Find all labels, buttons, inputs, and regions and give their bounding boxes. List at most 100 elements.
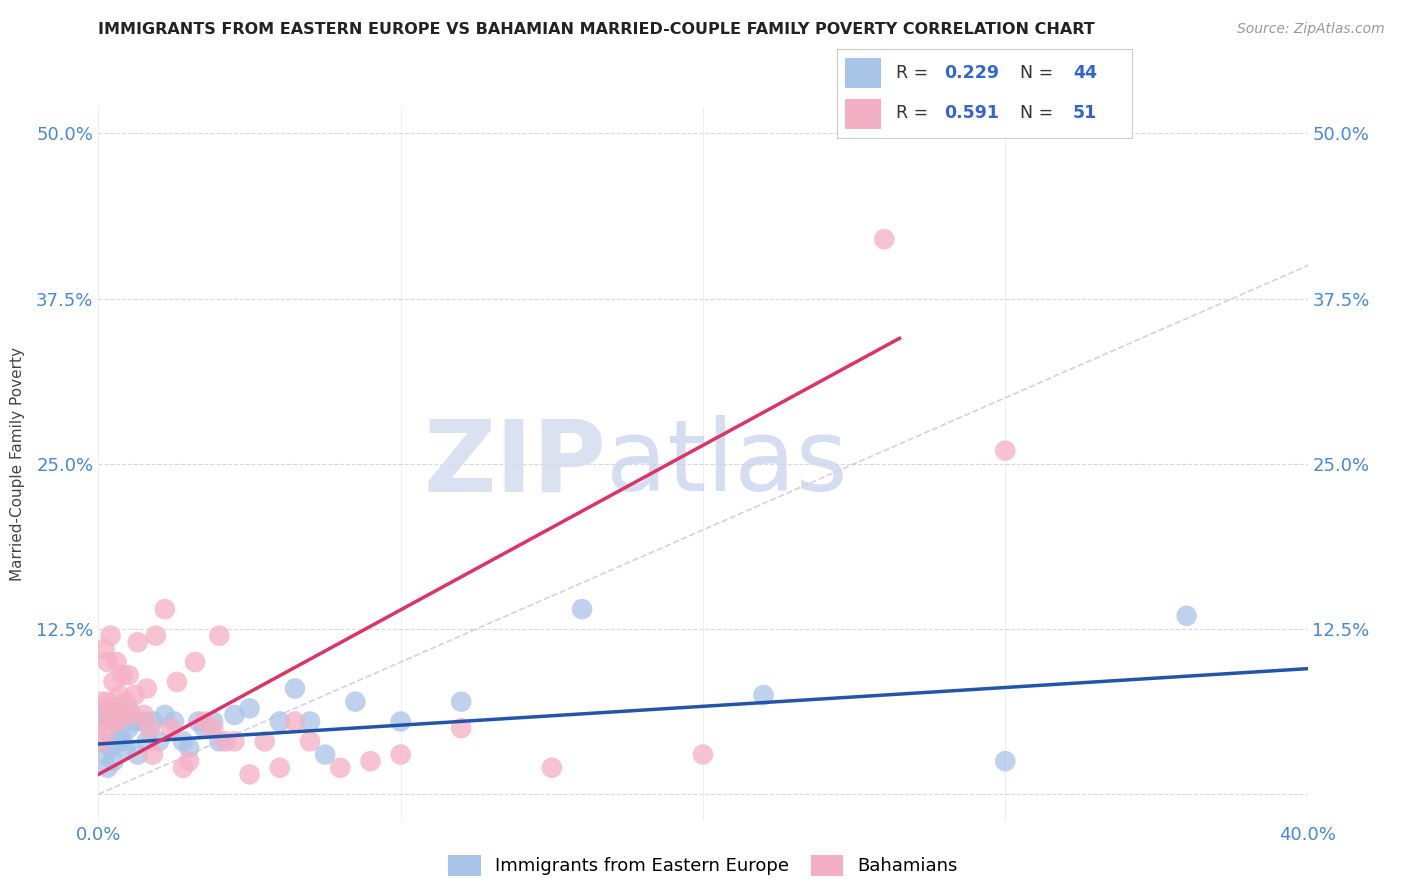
Point [179,741,201,756]
Point [208,629,231,643]
Point [314,747,336,762]
Point [153,707,176,722]
Point [108,688,131,702]
Point [105,714,128,729]
Point [105,655,128,669]
Point [193,721,215,735]
Point [93,707,115,722]
Point [172,734,194,748]
Point [111,668,134,682]
Point [179,754,201,768]
Point [96,761,118,775]
Point [127,635,149,649]
Point [108,707,131,722]
Point [253,734,276,748]
Text: N =: N = [1019,64,1059,82]
Point [450,721,472,735]
Point [93,747,115,762]
Point [389,747,412,762]
Point [224,734,246,748]
Point [114,741,136,756]
Point [239,767,262,781]
Point [360,754,382,768]
Point [132,714,155,729]
Point [994,754,1017,768]
Point [93,728,115,742]
Point [299,714,322,729]
Point [139,721,162,735]
Point [90,695,112,709]
Point [105,734,128,748]
Point [187,714,209,729]
FancyBboxPatch shape [845,99,880,129]
Point [540,761,562,775]
Point [284,681,307,696]
Point [100,707,122,722]
Point [329,761,352,775]
Point [148,734,170,748]
Point [105,701,128,715]
Point [208,734,231,748]
Y-axis label: Married-Couple Family Poverty: Married-Couple Family Poverty [10,347,25,581]
Point [224,707,246,722]
Point [752,688,775,702]
Point [389,714,412,729]
Point [284,714,307,729]
Text: 51: 51 [1073,104,1097,122]
Point [160,721,183,735]
Text: atlas: atlas [606,416,848,512]
Point [118,668,141,682]
Text: 0.591: 0.591 [945,104,1000,122]
Point [111,707,134,722]
Point [163,714,186,729]
Point [202,714,225,729]
Point [100,701,122,715]
Point [202,721,225,735]
Point [90,734,112,748]
Point [153,602,176,616]
Point [90,707,112,722]
Text: R =: R = [896,64,934,82]
Text: 0.229: 0.229 [945,64,1000,82]
Point [214,734,236,748]
Text: IMMIGRANTS FROM EASTERN EUROPE VS BAHAMIAN MARRIED-COUPLE FAMILY POVERTY CORRELA: IMMIGRANTS FROM EASTERN EUROPE VS BAHAMI… [98,22,1095,37]
Point [299,734,322,748]
Point [103,714,125,729]
Point [344,695,367,709]
Point [193,714,215,729]
Text: R =: R = [896,104,934,122]
Point [172,761,194,775]
Point [103,714,125,729]
Point [100,741,122,756]
Point [118,721,141,735]
Point [132,707,155,722]
Point [145,629,167,643]
Point [96,655,118,669]
Point [269,761,291,775]
Legend: Immigrants from Eastern Europe, Bahamians: Immigrants from Eastern Europe, Bahamian… [441,847,965,883]
Point [692,747,714,762]
Point [135,681,157,696]
Point [111,734,134,748]
Point [93,641,115,656]
Point [135,734,157,748]
Point [142,747,165,762]
Point [184,655,207,669]
Point [100,629,122,643]
Point [96,714,118,729]
Text: 44: 44 [1073,64,1097,82]
Point [239,701,262,715]
Point [90,734,112,748]
Point [127,747,149,762]
Point [124,688,146,702]
Point [103,754,125,768]
Point [269,714,291,729]
Point [142,714,165,729]
Point [96,695,118,709]
Text: Source: ZipAtlas.com: Source: ZipAtlas.com [1237,22,1385,37]
Point [994,443,1017,458]
Point [103,674,125,689]
Point [873,232,896,246]
Point [114,695,136,709]
Text: ZIP: ZIP [423,416,606,512]
